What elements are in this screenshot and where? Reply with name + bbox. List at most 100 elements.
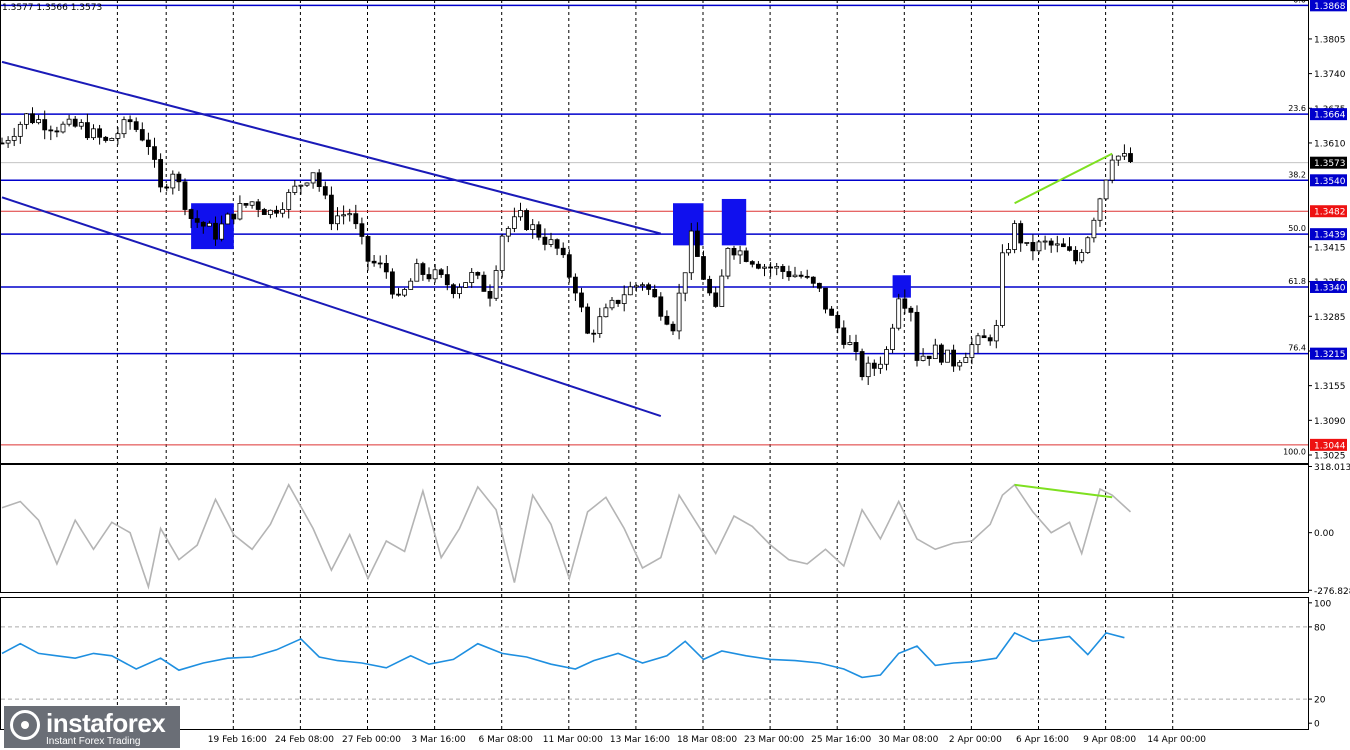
candle-body: [243, 203, 249, 206]
time-axis-label: 11 Mar 00:00: [543, 735, 603, 745]
candle-body: [274, 209, 279, 214]
candle-body: [292, 185, 298, 193]
candle-body: [817, 282, 822, 289]
candle-body: [426, 274, 432, 280]
time-axis-label: 2 Apr 00:00: [949, 735, 1002, 745]
highlight-zone: [721, 198, 747, 246]
highlight-zone: [892, 275, 911, 298]
candle-body: [963, 357, 969, 363]
candle-body: [884, 349, 889, 365]
candle-body: [78, 122, 84, 127]
candle-body: [450, 284, 456, 295]
candle-body: [377, 262, 383, 265]
candle-body: [267, 209, 273, 215]
candle-body: [969, 344, 975, 358]
candle-body: [1122, 153, 1127, 157]
brand-tagline: Instant Forex Trading: [46, 736, 141, 747]
candle-body: [1054, 243, 1060, 246]
candle-body: [432, 269, 438, 280]
candle-body: [646, 284, 651, 290]
candle-body: [36, 119, 41, 124]
candle-body: [72, 118, 78, 127]
candle-body: [1128, 153, 1133, 163]
candle-body: [1085, 237, 1091, 253]
candle-body: [798, 274, 804, 277]
rsi-axis-label: 80: [1314, 623, 1326, 633]
candle-body: [255, 201, 261, 210]
candle-body: [237, 203, 243, 220]
candle-body: [310, 172, 316, 184]
candle-body: [548, 239, 554, 245]
candle-body: [920, 355, 926, 361]
candle-body: [164, 186, 170, 189]
candle-body: [261, 209, 267, 215]
oscillator-axis-label: -276.828: [1314, 587, 1350, 597]
time-axis-label: 19 Feb 16:00: [208, 735, 267, 745]
candle-body: [170, 173, 176, 189]
price-panel-frame: [0, 0, 1309, 464]
rsi-axis-label: 100: [1314, 599, 1331, 609]
candle-body: [408, 280, 414, 290]
candle-body: [676, 292, 682, 332]
candle-body: [1024, 242, 1030, 244]
candle-body: [139, 129, 145, 141]
candle-body: [768, 266, 773, 269]
candle-body: [469, 272, 475, 283]
price-axis-label: 1.3610: [1314, 139, 1346, 149]
price-axis-label: 1.3155: [1314, 382, 1346, 392]
candle-body: [54, 130, 60, 133]
candle-body: [249, 201, 255, 206]
candle-body: [359, 223, 365, 237]
candle-body: [658, 296, 664, 317]
candle-body: [1103, 179, 1109, 200]
divergence-line-green: [1014, 483, 1113, 499]
candle-body: [713, 292, 719, 307]
candle-body: [841, 327, 847, 345]
candle-body: [365, 236, 371, 262]
time-axis-label: 3 Mar 16:00: [411, 735, 466, 745]
candle-body: [103, 136, 109, 141]
candle-body: [1079, 252, 1085, 262]
candle-body: [383, 263, 389, 273]
candle-body: [176, 173, 182, 183]
candle-body: [627, 286, 633, 296]
price-axis-label: 1.3025: [1314, 451, 1346, 461]
candle-body: [85, 122, 90, 139]
fib-level-label: 23.6: [1288, 104, 1306, 113]
candle-body: [865, 362, 871, 378]
candle-body: [353, 213, 359, 225]
candle-body: [774, 266, 780, 269]
candle-body: [493, 270, 499, 299]
candle-body: [1073, 249, 1078, 262]
fib-level-label: 38.2: [1288, 170, 1306, 179]
candle-body: [66, 118, 72, 125]
candle-body: [749, 261, 755, 265]
candle-body: [420, 263, 426, 275]
candle-body: [200, 221, 206, 227]
candle-body: [579, 292, 584, 308]
price-axis-label: 1.3573: [1314, 159, 1346, 169]
candle-body: [0, 142, 5, 145]
candle-body: [219, 223, 225, 240]
candle-body: [688, 230, 694, 274]
candle-body: [42, 119, 48, 131]
candle-body: [908, 307, 914, 313]
candle-body: [316, 172, 322, 187]
candle-body: [145, 139, 151, 148]
brand-name: instaforex: [46, 708, 166, 738]
candle-body: [621, 294, 627, 304]
candle-body: [457, 287, 462, 295]
price-axis-label: 1.3868: [1314, 2, 1346, 12]
oscillator-axis-label: 318.013: [1314, 463, 1350, 473]
candle-body: [231, 213, 237, 220]
highlight-zone: [191, 203, 234, 250]
price-axis-label: 1.3285: [1314, 313, 1346, 323]
price-label-box: [1310, 108, 1347, 121]
price-label-box: [1310, 174, 1347, 187]
candle-body: [554, 239, 560, 249]
candle-body: [756, 263, 761, 269]
candle-body: [524, 210, 529, 230]
candle-body: [402, 289, 408, 296]
candle-body: [804, 275, 810, 278]
